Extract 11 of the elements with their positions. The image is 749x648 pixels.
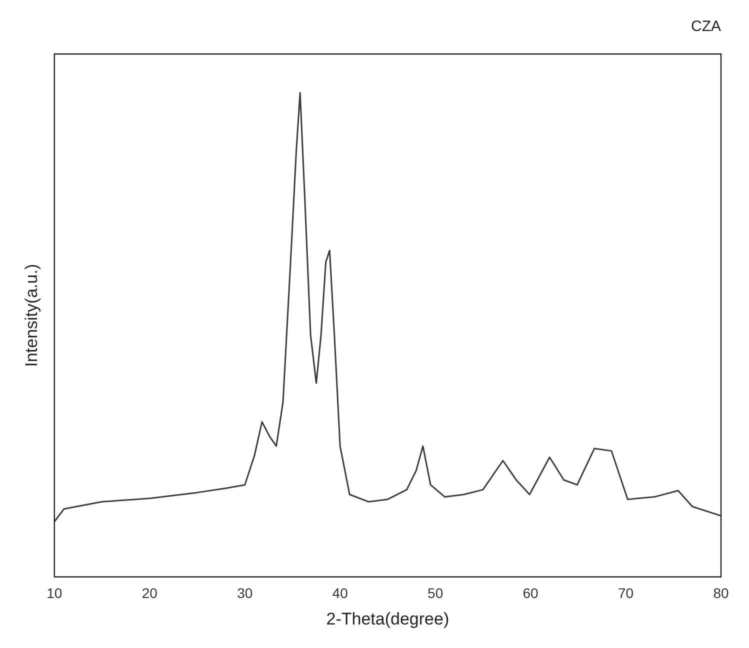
x-tick-label: 80 — [713, 585, 729, 602]
x-tick-label: 10 — [46, 585, 62, 602]
x-tick-label: 30 — [237, 585, 253, 602]
chart-title: CZA — [691, 18, 721, 36]
x-tick-label: 20 — [142, 585, 158, 602]
y-axis-title: Intensity(a.u.) — [22, 264, 41, 367]
x-tick-label: 50 — [428, 585, 444, 602]
x-axis-title: 2-Theta(degree) — [326, 609, 450, 628]
x-tick-label: 60 — [522, 585, 539, 602]
x-tick-label: 70 — [618, 585, 634, 602]
x-tick-label: 40 — [332, 585, 348, 602]
